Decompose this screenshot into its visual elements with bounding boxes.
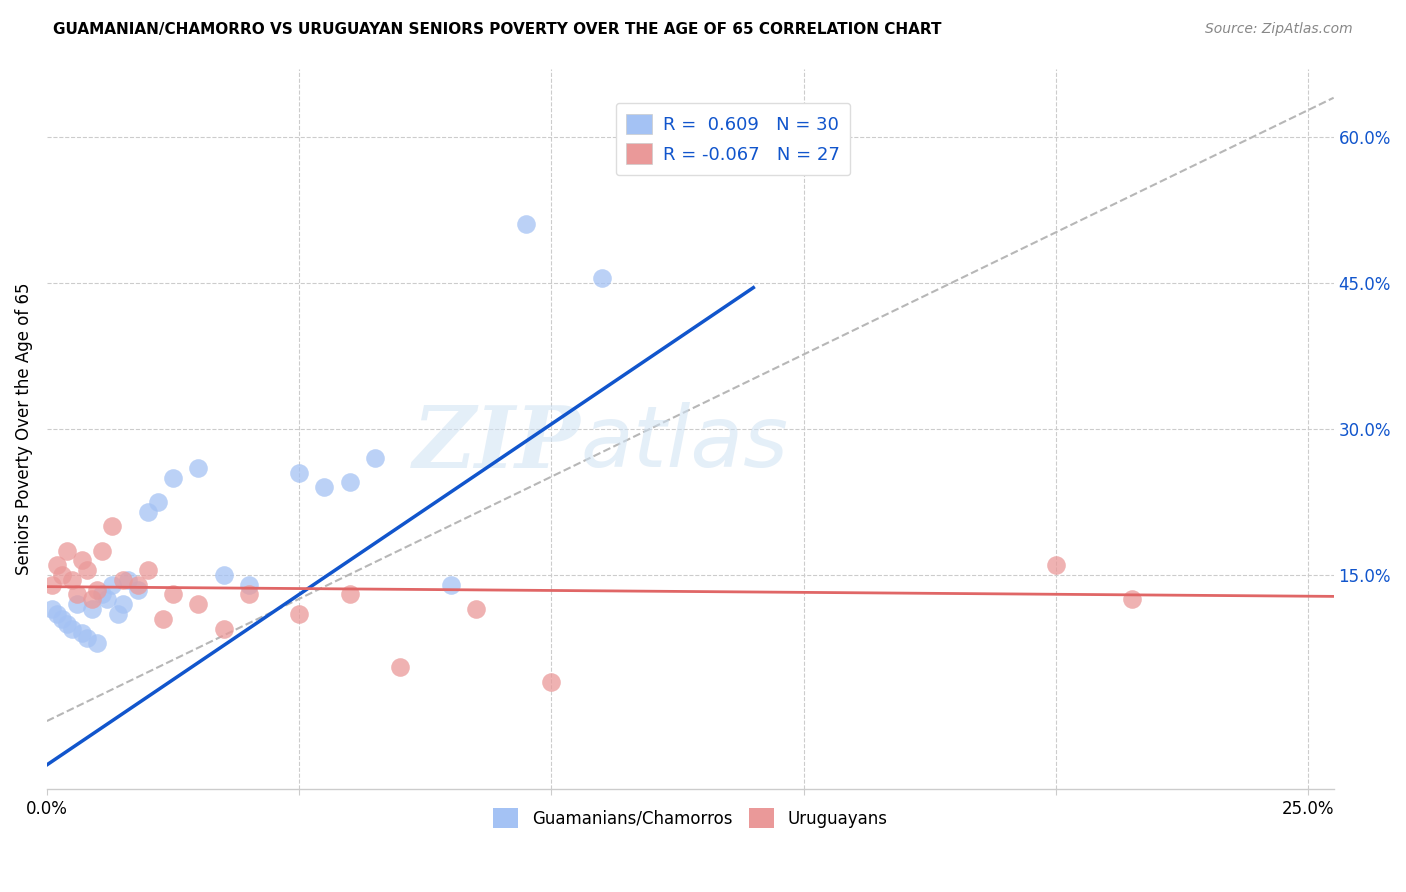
Point xyxy=(91,587,114,601)
Point xyxy=(238,577,260,591)
Point xyxy=(187,597,209,611)
Point xyxy=(117,573,139,587)
Point xyxy=(56,543,79,558)
Point xyxy=(152,612,174,626)
Point xyxy=(1045,558,1067,573)
Point xyxy=(389,660,412,674)
Point xyxy=(364,451,387,466)
Point xyxy=(46,607,69,621)
Point xyxy=(60,573,83,587)
Text: atlas: atlas xyxy=(581,401,789,484)
Point xyxy=(82,592,104,607)
Point xyxy=(1121,592,1143,607)
Point xyxy=(70,626,93,640)
Point xyxy=(464,602,486,616)
Point xyxy=(136,563,159,577)
Point xyxy=(212,568,235,582)
Point xyxy=(76,632,98,646)
Point xyxy=(212,622,235,636)
Point xyxy=(70,553,93,567)
Point xyxy=(540,675,562,690)
Point xyxy=(51,568,73,582)
Point xyxy=(86,582,108,597)
Point xyxy=(41,577,63,591)
Point xyxy=(56,616,79,631)
Point xyxy=(339,475,361,490)
Point xyxy=(101,577,124,591)
Point xyxy=(101,519,124,533)
Point xyxy=(127,582,149,597)
Legend: Guamanians/Chamorros, Uruguayans: Guamanians/Chamorros, Uruguayans xyxy=(486,801,894,835)
Point xyxy=(127,577,149,591)
Point xyxy=(41,602,63,616)
Point xyxy=(238,587,260,601)
Point xyxy=(46,558,69,573)
Point xyxy=(91,543,114,558)
Point xyxy=(86,636,108,650)
Point xyxy=(66,587,89,601)
Point xyxy=(288,607,311,621)
Point xyxy=(136,505,159,519)
Point xyxy=(162,470,184,484)
Point xyxy=(339,587,361,601)
Point xyxy=(162,587,184,601)
Point xyxy=(51,612,73,626)
Point xyxy=(107,607,129,621)
Y-axis label: Seniors Poverty Over the Age of 65: Seniors Poverty Over the Age of 65 xyxy=(15,283,32,575)
Text: GUAMANIAN/CHAMORRO VS URUGUAYAN SENIORS POVERTY OVER THE AGE OF 65 CORRELATION C: GUAMANIAN/CHAMORRO VS URUGUAYAN SENIORS … xyxy=(53,22,942,37)
Point xyxy=(60,622,83,636)
Point xyxy=(187,460,209,475)
Point xyxy=(111,573,134,587)
Point xyxy=(314,480,336,494)
Point xyxy=(288,466,311,480)
Point xyxy=(591,271,613,285)
Point xyxy=(146,495,169,509)
Text: ZIP: ZIP xyxy=(413,401,581,485)
Point xyxy=(76,563,98,577)
Point xyxy=(66,597,89,611)
Point xyxy=(439,577,461,591)
Point xyxy=(82,602,104,616)
Point xyxy=(515,218,537,232)
Point xyxy=(111,597,134,611)
Point xyxy=(96,592,118,607)
Text: Source: ZipAtlas.com: Source: ZipAtlas.com xyxy=(1205,22,1353,37)
